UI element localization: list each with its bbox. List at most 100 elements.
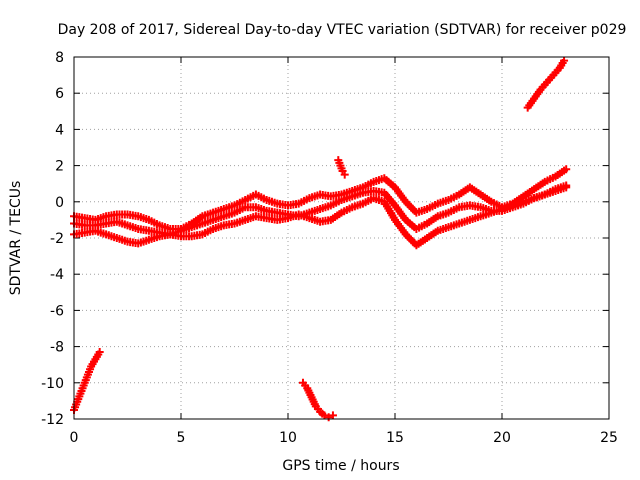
data-point-fill — [189, 213, 205, 227]
data-point-fill — [415, 205, 429, 216]
data-point-fill — [222, 209, 236, 220]
series-midday-dip — [298, 378, 337, 422]
data-point-fill — [329, 197, 343, 209]
data-point-fill — [381, 200, 398, 222]
y-tick-label: -2 — [50, 231, 64, 247]
y-tick-label: -4 — [50, 267, 64, 283]
data-point-fill — [403, 217, 419, 232]
chart-title: Day 208 of 2017, Sidereal Day-to-day VTE… — [58, 22, 627, 38]
data-point-fill — [265, 196, 279, 207]
data-point-fill — [297, 195, 311, 207]
y-axis-label: SDTVAR / TECUs — [8, 181, 24, 296]
data-point-fill — [468, 184, 483, 198]
data-point-fill — [275, 214, 290, 224]
data-point-fill — [522, 195, 536, 205]
data-point-fill — [254, 191, 268, 203]
data-point — [560, 56, 569, 65]
y-tick-label: 0 — [55, 195, 64, 211]
data-point — [562, 181, 571, 190]
data-point-fill — [126, 222, 140, 233]
data-point-fill — [179, 224, 194, 234]
data-point-fill — [147, 233, 161, 243]
data-point-fill — [190, 230, 204, 240]
y-tick-label: 2 — [55, 159, 64, 175]
data-point-fill — [436, 224, 450, 234]
data-point-fill — [543, 186, 557, 198]
x-axis-label: GPS time / hours — [282, 458, 399, 474]
data-point-fill — [425, 200, 440, 212]
data-point-fill — [297, 211, 311, 222]
data-point-fill — [92, 350, 103, 361]
series-band-lower — [70, 181, 571, 250]
data-point-fill — [392, 217, 409, 237]
data-point-fill — [201, 226, 215, 238]
data-point-fill — [308, 205, 322, 216]
data-point-fill — [479, 209, 493, 220]
data-point-fill — [447, 220, 461, 231]
data-point-fill — [447, 204, 461, 216]
data-point-fill — [340, 204, 354, 216]
data-point-fill — [318, 202, 333, 213]
data-point-fill — [275, 200, 290, 209]
data-point-fill — [83, 365, 95, 379]
data-point-fill — [392, 203, 409, 222]
data-point — [320, 411, 329, 420]
data-point-fill — [382, 176, 397, 190]
data-point-fill — [489, 199, 504, 210]
data-point-fill — [468, 201, 482, 211]
data-point-fill — [425, 213, 440, 227]
data-point-fill — [94, 213, 108, 223]
data-point-fill — [222, 219, 236, 229]
data-point-fill — [265, 207, 279, 217]
data-point-fill — [222, 202, 236, 213]
y-tick-label: -12 — [41, 412, 64, 428]
data-point-fill — [286, 211, 301, 222]
data-point-fill — [361, 187, 375, 197]
data-point-fill — [158, 230, 172, 240]
data-point-fill — [265, 214, 279, 224]
data-point-fill — [372, 187, 386, 197]
data-point — [328, 411, 337, 420]
data-point-fill — [361, 195, 375, 207]
data-point-fill — [436, 209, 450, 220]
data-point-fill — [447, 191, 461, 203]
data-point-fill — [521, 186, 536, 199]
data-point-fill — [136, 213, 151, 223]
data-point-fill — [275, 209, 290, 219]
data-point-fill — [415, 220, 429, 232]
data-point-fill — [350, 189, 365, 200]
data-point-fill — [382, 190, 398, 208]
data-point-fill — [179, 232, 194, 241]
data-point — [95, 348, 104, 357]
data-point-fill — [254, 212, 268, 222]
data-point-fill — [557, 59, 567, 70]
x-tick-label: 0 — [70, 430, 79, 446]
data-point-fill — [88, 357, 98, 369]
data-point-fill — [254, 204, 268, 214]
y-tick-label: 6 — [55, 86, 64, 102]
data-point-fill — [304, 386, 315, 400]
x-tick-label: 25 — [600, 430, 618, 446]
x-tick-label: 10 — [279, 430, 297, 446]
data-point-fill — [436, 196, 450, 207]
series-early-drop — [70, 348, 104, 414]
data-point-fill — [233, 216, 247, 227]
data-point-fill — [94, 219, 108, 229]
data-point-fill — [104, 231, 119, 242]
data-point-fill — [136, 225, 151, 235]
data-point-fill — [308, 191, 322, 202]
data-point-fill — [211, 205, 226, 216]
data-point-fill — [79, 376, 90, 390]
data-point-fill — [479, 204, 493, 214]
data-point-fill — [403, 199, 419, 215]
data-point-fill — [115, 218, 129, 229]
data-point-fill — [318, 216, 333, 226]
data-point-fill — [525, 96, 537, 110]
data-point-fill — [94, 227, 108, 238]
y-tick-label: -6 — [50, 303, 64, 319]
data-point-fill — [286, 200, 301, 209]
data-point-fill — [243, 213, 258, 223]
data-point — [340, 170, 349, 179]
data-point-fill — [211, 213, 226, 223]
